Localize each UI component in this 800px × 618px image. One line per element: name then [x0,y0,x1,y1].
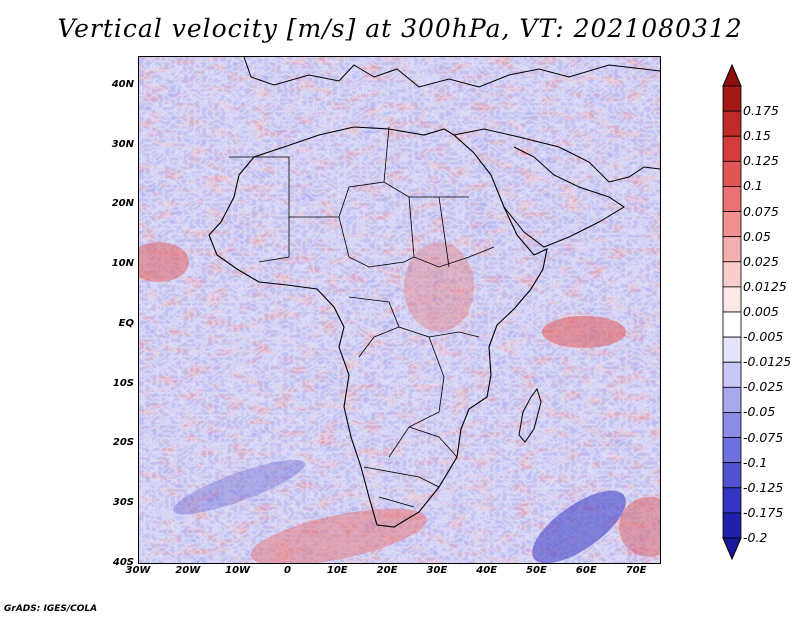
descent-region-south-indian [532,490,626,563]
lat-tick-label: 30S [112,497,134,509]
ascent-region-east-africa [404,242,474,332]
colorbar-top-arrow [722,64,742,87]
colorbar-level-label: 0.005 [743,304,779,319]
colorbar-level-label: 0.175 [743,103,779,119]
lon-tick-label: 0 [283,565,291,576]
lat-tick-label: 40S [112,557,134,568]
coastline-arabia [453,128,660,248]
colorbar-swatch [722,512,742,539]
colorbar-swatch [722,186,742,212]
vertical-velocity-field [139,57,660,563]
lon-tick-label: 30E [426,565,448,576]
lat-tick-label: 20N [111,198,134,210]
ascent-region-atlantic [139,242,189,282]
lat-tick-label: EQ [118,317,134,329]
colorbar-swatch [722,361,742,388]
colorbar-level-label: 0.125 [743,153,779,169]
lon-tick-label: 70E [625,565,647,576]
colorbar-swatch [722,160,742,187]
colorbar-level-label: -0.025 [743,379,784,395]
field-speckle [139,57,660,563]
ascent-region-southeast [619,497,660,557]
colorbar-swatch [722,261,742,288]
lon-tick-label: 20E [376,565,398,576]
colorbar-level-label: -0.005 [743,329,784,345]
colorbar-level-label: -0.125 [743,479,784,495]
coastline-europe [243,57,660,88]
colorbar-level-label: -0.05 [743,404,776,420]
colorbar-swatch [722,487,742,514]
colorbar-swatch [722,135,742,162]
map-title: Vertical velocity [m/s] at 300hPa, VT: 2… [57,14,743,43]
grads-credit: GrADS: IGES/COLA [4,604,98,614]
colorbar-swatches [722,64,742,560]
colorbar-swatch [722,336,742,363]
coastline-madagascar [518,387,542,443]
colorbar-swatch [722,437,742,464]
coastline-africa [208,126,548,528]
lon-tick-label: 30W [125,565,151,576]
colorbar-level-label: 0.1 [743,178,763,194]
colorbar-swatch [722,311,742,338]
colorbar-swatch [722,462,742,489]
colorbar-level-label: 0.0125 [743,278,787,294]
country-borders [229,126,495,508]
colorbar-swatch [722,110,742,137]
lon-tick-label: 60E [575,565,597,576]
colorbar-swatch [722,85,742,112]
lat-tick-label: 20S [112,437,134,449]
colorbar-level-label: 0.075 [743,203,779,219]
colorbar-level-label: -0.175 [743,504,784,520]
colorbar-level-label: 0.15 [743,128,771,144]
descent-band-southwest [173,459,305,515]
map-panel[interactable] [138,56,661,564]
colorbar-swatch [722,286,742,313]
lon-tick-label: 20W [175,565,201,576]
lat-tick-label: 10N [111,258,134,270]
lon-tick-label: 40E [476,565,498,576]
colorbar-swatch [722,236,742,263]
colorbar-level-label: 0.05 [743,228,771,244]
lon-tick-label: 10E [326,565,348,576]
colorbar-swatch [722,412,742,438]
colorbar-level-label: -0.0125 [743,354,792,370]
colorbar-swatch [722,386,742,413]
lat-tick-label: 10S [112,377,134,389]
lat-tick-label: 30N [111,138,134,150]
lat-tick-label: 40N [111,78,134,90]
ascent-band-south [250,508,428,563]
colorbar-level-label: 0.025 [743,253,779,269]
lon-tick-label: 50E [526,565,547,576]
colorbar-swatch [722,211,742,238]
lon-tick-label: 10W [225,565,251,576]
colorbar: 0.175 0.15 0.125 0.1 0.075 0.05 0.025 0.0125 0.0… [722,64,800,560]
colorbar-level-label: -0.1 [743,454,768,470]
colorbar-bottom-arrow [722,537,742,560]
colorbar-level-label: -0.2 [743,530,768,545]
ascent-region-indian-ocean [542,316,626,348]
colorbar-level-label: -0.075 [743,429,784,445]
